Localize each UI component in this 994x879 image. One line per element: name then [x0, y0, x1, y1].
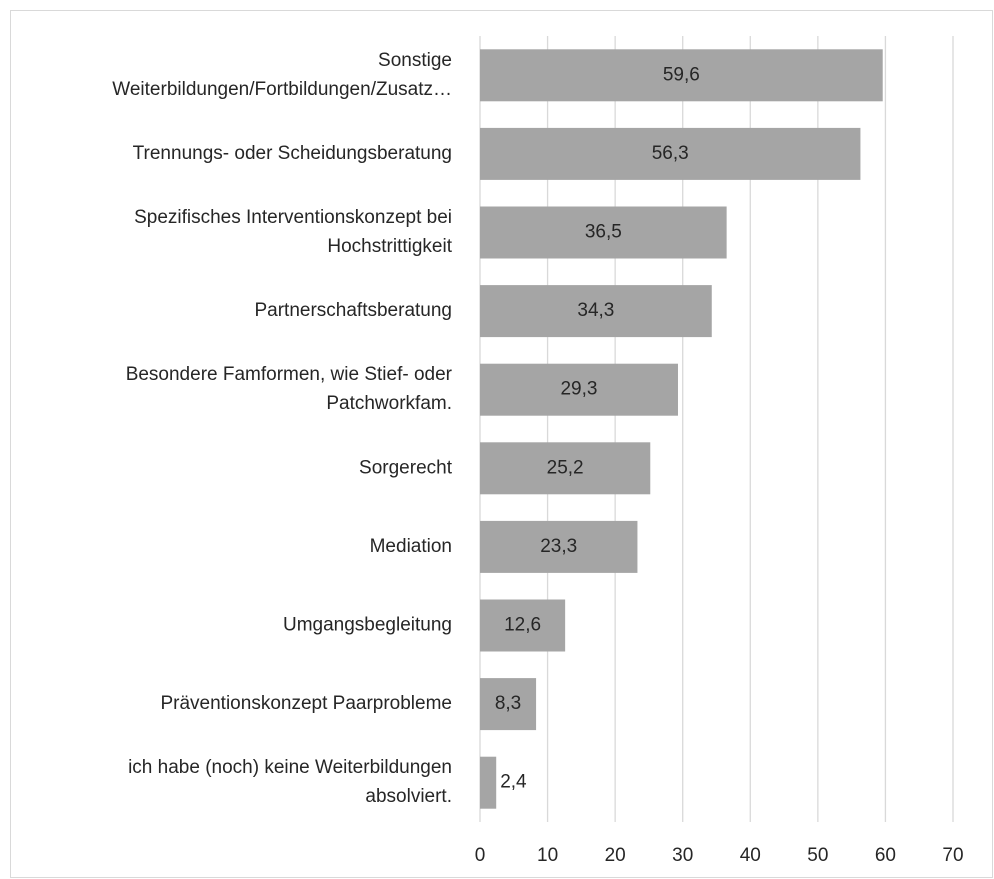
y-tick-label: Umgangsbegleitung: [283, 615, 452, 636]
value-label: 56,3: [652, 143, 689, 164]
value-label: 25,2: [547, 457, 584, 478]
bar: [480, 520, 638, 573]
bar: [480, 442, 651, 495]
y-tick-label: Partnerschaftsberatung: [254, 300, 452, 321]
x-tick-label: 60: [875, 845, 896, 866]
bar: [480, 363, 678, 416]
bar: [480, 127, 861, 180]
value-label: 59,6: [663, 64, 700, 85]
x-tick-label: 40: [740, 845, 761, 866]
value-label: 2,4: [500, 772, 527, 793]
value-label: 34,3: [577, 300, 614, 321]
y-tick-label: Patchworkfam.: [326, 393, 452, 414]
y-tick-label: Mediation: [370, 536, 452, 557]
bar: [480, 206, 727, 259]
y-tick-label: Trennungs- oder Scheidungsberatung: [133, 143, 452, 164]
y-tick-label: Präventionskonzept Paarprobleme: [160, 693, 452, 714]
bar: [480, 285, 712, 338]
bar: [480, 678, 537, 731]
x-tick-label: 10: [537, 845, 558, 866]
value-label: 23,3: [540, 536, 577, 557]
y-tick-label: ich habe (noch) keine Weiterbildungen: [128, 757, 452, 778]
bar: [480, 756, 497, 809]
x-tick-label: 20: [605, 845, 626, 866]
x-tick-label: 30: [672, 845, 693, 866]
y-tick-label: Hochstrittigkeit: [327, 236, 452, 257]
y-tick-label: Sonstige: [378, 50, 452, 71]
value-label: 12,6: [504, 615, 541, 636]
value-label: 36,5: [585, 222, 622, 243]
bar: [480, 599, 566, 652]
y-tick-label: Spezifisches Interventionskonzept bei: [134, 207, 452, 228]
value-label: 29,3: [560, 379, 597, 400]
y-tick-label: Besondere Famformen, wie Stief- oder: [126, 364, 453, 385]
y-tick-label: absolviert.: [365, 786, 452, 807]
value-label: 8,3: [495, 693, 521, 714]
x-tick-label: 50: [807, 845, 828, 866]
y-tick-label: Sorgerecht: [359, 457, 453, 478]
bar: [480, 49, 883, 102]
x-tick-label: 70: [942, 845, 963, 866]
x-tick-label: 0: [475, 845, 486, 866]
y-tick-label: Weiterbildungen/Fortbildungen/Zusatz…: [112, 79, 452, 100]
